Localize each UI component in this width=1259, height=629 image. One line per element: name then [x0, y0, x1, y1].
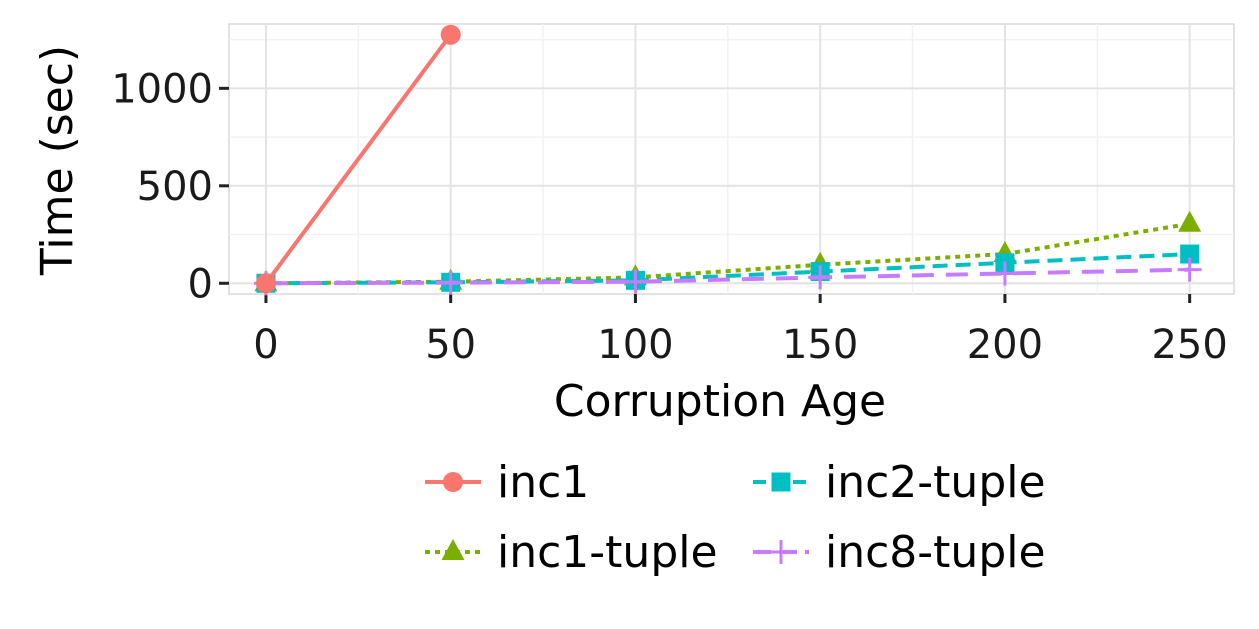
- axes: 0 50 100 150 200 250 0 500 1000: [111, 66, 1228, 368]
- data-point-inc1-tuple: [1178, 210, 1202, 232]
- x-tick-label: 0: [253, 322, 278, 368]
- data-point-inc1: [440, 24, 461, 45]
- data-point-inc2-tuple: [1180, 244, 1200, 264]
- x-tick-label: 50: [425, 322, 476, 368]
- x-tick-label: 200: [967, 322, 1043, 368]
- series-line-inc8-tuple: [265, 267, 1190, 286]
- legend-item-inc1: inc1: [425, 457, 589, 508]
- legend-label-inc1: inc1: [497, 457, 589, 508]
- y-tick-label: 500: [137, 164, 213, 210]
- series-inc1: [255, 24, 461, 294]
- legend-key-marker-inc1: [443, 472, 463, 492]
- series-line-inc2-tuple: [265, 252, 1190, 286]
- y-tick-label: 0: [188, 261, 213, 307]
- y-tick-label: 1000: [111, 66, 213, 112]
- y-axis-title: Time (sec): [32, 45, 83, 276]
- legend-item-inc2-tuple: inc2-tuple: [753, 457, 1046, 508]
- data-point-inc8-tuple: [992, 261, 1017, 286]
- legend-key-marker-inc8-tuple: [769, 540, 793, 564]
- legend-label-inc8-tuple: inc8-tuple: [825, 527, 1046, 578]
- panel-background: [228, 23, 1235, 295]
- data-point-inc8-tuple: [623, 269, 648, 294]
- data-point-inc1: [255, 273, 276, 294]
- data-point-inc8-tuple: [808, 265, 833, 290]
- legend-label-inc2-tuple: inc2-tuple: [825, 457, 1046, 508]
- legend: inc1 inc2-tuple inc1-tuple inc8-tuple: [425, 457, 1046, 578]
- x-tick-label: 150: [782, 322, 858, 368]
- data-point-inc8-tuple: [438, 270, 463, 295]
- x-axis-title: Corruption Age: [554, 376, 886, 427]
- legend-item-inc8-tuple: inc8-tuple: [753, 527, 1046, 578]
- minor-gridlines: [229, 24, 1234, 294]
- x-tick-label: 250: [1151, 322, 1227, 368]
- legend-key-marker-inc1-tuple: [441, 538, 465, 560]
- x-tick-label: 100: [597, 322, 673, 368]
- legend-label-inc1-tuple: inc1-tuple: [497, 527, 718, 578]
- series-layer: [253, 24, 1202, 296]
- legend-item-inc1-tuple: inc1-tuple: [425, 527, 718, 578]
- legend-key-marker-inc2-tuple: [771, 472, 791, 492]
- series-line-inc1: [264, 33, 453, 285]
- data-point-inc8-tuple: [1177, 257, 1202, 282]
